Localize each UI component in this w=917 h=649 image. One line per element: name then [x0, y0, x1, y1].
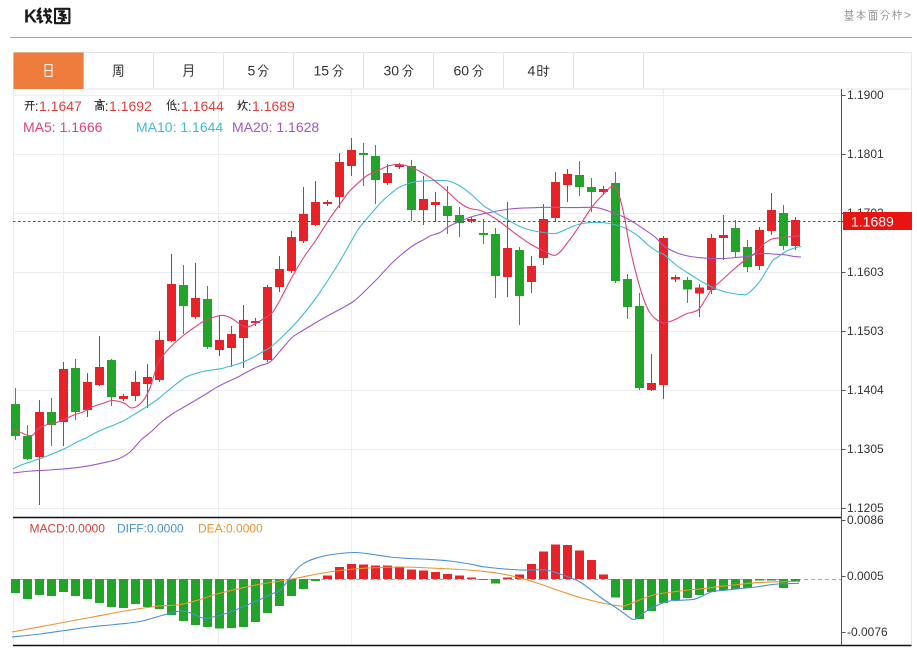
svg-text::: : [177, 98, 181, 114]
svg-text:K: K [24, 6, 37, 26]
svg-text:1.1801: 1.1801 [847, 147, 884, 161]
svg-text::: : [105, 98, 109, 114]
svg-text:1.1900: 1.1900 [847, 88, 884, 102]
svg-text:1.1647: 1.1647 [39, 98, 82, 114]
svg-text:MA10: 1.1644: MA10: 1.1644 [136, 119, 223, 135]
svg-text:MA20: 1.1628: MA20: 1.1628 [232, 119, 319, 135]
svg-text:-0.0076: -0.0076 [847, 625, 888, 639]
svg-text:1.1692: 1.1692 [109, 98, 152, 114]
svg-text:MACD:0.0000: MACD:0.0000 [30, 522, 106, 536]
svg-text::: : [248, 98, 252, 114]
svg-text:DIFF:0.0000: DIFF:0.0000 [117, 522, 184, 536]
svg-text:60: 60 [454, 62, 470, 78]
svg-text:15: 15 [314, 62, 330, 78]
svg-text:1.1689: 1.1689 [851, 213, 894, 229]
svg-text:30: 30 [384, 62, 400, 78]
svg-text:4: 4 [528, 62, 536, 78]
svg-text:1.1205: 1.1205 [847, 501, 884, 515]
svg-text:>: > [904, 8, 911, 22]
svg-text:1.1305: 1.1305 [847, 442, 884, 456]
svg-text:0.0005: 0.0005 [847, 569, 884, 583]
svg-text:1.1689: 1.1689 [252, 98, 295, 114]
svg-text:1.1503: 1.1503 [847, 324, 884, 338]
svg-text:MA5: 1.1666: MA5: 1.1666 [23, 119, 103, 135]
svg-text:1.1404: 1.1404 [847, 383, 884, 397]
svg-text:5: 5 [248, 62, 256, 78]
svg-text:DEA:0.0000: DEA:0.0000 [198, 522, 263, 536]
svg-text:1.1603: 1.1603 [847, 265, 884, 279]
svg-text::: : [35, 98, 39, 114]
svg-text:1.1644: 1.1644 [181, 98, 224, 114]
svg-text:0.0086: 0.0086 [847, 513, 884, 527]
